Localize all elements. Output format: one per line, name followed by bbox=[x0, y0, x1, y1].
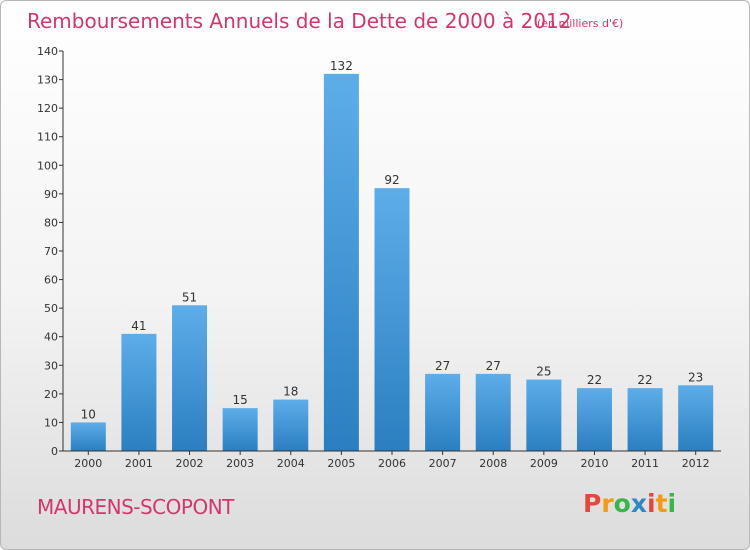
x-tick-label: 2009 bbox=[530, 457, 558, 470]
bar-value-label: 22 bbox=[587, 373, 602, 387]
logo-letter: P bbox=[583, 489, 602, 518]
y-tick-label: 80 bbox=[44, 216, 58, 229]
bar-2007 bbox=[425, 373, 461, 451]
logo-letter: t bbox=[655, 489, 668, 518]
x-tick-label: 2010 bbox=[580, 457, 608, 470]
bar-2003 bbox=[222, 408, 258, 451]
bar-2010 bbox=[576, 388, 612, 451]
x-tick-label: 2008 bbox=[479, 457, 507, 470]
y-tick-label: 20 bbox=[44, 388, 58, 401]
bar-value-label: 41 bbox=[131, 319, 146, 333]
bar-2000 bbox=[70, 422, 106, 451]
bar-value-label: 92 bbox=[384, 173, 399, 187]
bar-2008 bbox=[475, 373, 511, 451]
y-tick-label: 130 bbox=[37, 74, 58, 87]
logo-letter: i bbox=[667, 489, 677, 518]
x-tick-label: 2005 bbox=[327, 457, 355, 470]
bar-2001 bbox=[121, 333, 157, 451]
x-tick-label: 2012 bbox=[682, 457, 710, 470]
y-tick-label: 0 bbox=[51, 445, 58, 458]
bar-value-label: 18 bbox=[283, 385, 298, 399]
bar-2011 bbox=[627, 388, 663, 451]
y-tick-label: 120 bbox=[37, 102, 58, 115]
unit-note: (en milliers d'€) bbox=[537, 17, 624, 30]
x-tick-label: 2000 bbox=[74, 457, 102, 470]
bar-2012 bbox=[678, 385, 714, 451]
bar-value-label: 51 bbox=[182, 290, 197, 304]
bar-value-label: 15 bbox=[233, 393, 248, 407]
commune-name: MAURENS-SCOPONT bbox=[37, 495, 234, 519]
y-tick-label: 70 bbox=[44, 245, 58, 258]
bar-2004 bbox=[273, 399, 309, 451]
x-tick-label: 2004 bbox=[277, 457, 305, 470]
y-tick-label: 90 bbox=[44, 188, 58, 201]
y-tick-label: 10 bbox=[44, 416, 58, 429]
logo-letter: i bbox=[647, 489, 656, 518]
x-tick-label: 2006 bbox=[378, 457, 406, 470]
x-axis: 2000 2001 2002 2003 2004 2005 2006 2007 2008 2009… bbox=[63, 450, 721, 470]
bar-2006 bbox=[374, 188, 410, 451]
bar-2005 bbox=[323, 73, 359, 451]
bar-2002 bbox=[172, 305, 208, 451]
y-tick-label: 30 bbox=[44, 359, 58, 372]
x-tick-label: 2011 bbox=[631, 457, 659, 470]
bar-2009 bbox=[526, 379, 562, 451]
logo-letter: o bbox=[613, 489, 631, 518]
x-tick-label: 2003 bbox=[226, 457, 254, 470]
x-tick-label: 2002 bbox=[176, 457, 204, 470]
y-tick-label: 100 bbox=[37, 159, 58, 172]
bar-value-label: 23 bbox=[688, 370, 703, 384]
bar-value-label: 27 bbox=[435, 359, 450, 373]
proxiti-logo: Proxiti bbox=[583, 489, 676, 518]
x-tick-label: 2001 bbox=[125, 457, 153, 470]
bar-value-label: 27 bbox=[486, 359, 501, 373]
bar-value-label: 132 bbox=[330, 59, 353, 73]
logo-letter: r bbox=[601, 489, 614, 518]
y-tick-label: 140 bbox=[37, 45, 58, 58]
logo-letter: x bbox=[630, 489, 647, 518]
y-tick-label: 60 bbox=[44, 274, 58, 287]
chart-title: Remboursements Annuels de la Dette de 20… bbox=[27, 9, 572, 33]
y-tick-label: 40 bbox=[44, 331, 58, 344]
x-tick-label: 2007 bbox=[429, 457, 457, 470]
bar-value-label: 10 bbox=[81, 407, 96, 421]
y-tick-label: 110 bbox=[37, 131, 58, 144]
bar-value-label: 22 bbox=[637, 373, 652, 387]
y-axis: 0 10 20 30 40 50 60 70 80 90 100 110 120 130 140 bbox=[37, 45, 64, 458]
bar-value-label: 25 bbox=[536, 365, 551, 379]
bars: 10 41 51 15 18 132 92 27 27 25 22 22 23 bbox=[70, 59, 714, 451]
y-tick-label: 50 bbox=[44, 302, 58, 315]
